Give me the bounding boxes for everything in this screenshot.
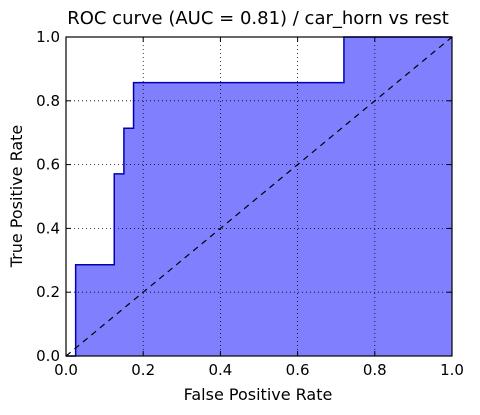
y-tick-label: 0.4 <box>36 219 60 237</box>
y-tick-label: 0.8 <box>36 92 60 110</box>
x-tick-label: 0.6 <box>286 361 310 379</box>
plot-area <box>65 36 453 357</box>
chart-title: ROC curve (AUC = 0.81) / car_horn vs res… <box>67 8 449 29</box>
x-tick-label: 0.8 <box>363 361 387 379</box>
y-tick-label: 0.2 <box>36 283 60 301</box>
y-tick-label: 1.0 <box>36 28 60 46</box>
x-axis-title: False Positive Rate <box>184 385 333 404</box>
roc-curve-line <box>66 36 452 357</box>
x-tick-label: 0.0 <box>54 361 78 379</box>
y-axis-title: True Positive Rate <box>7 125 26 269</box>
axis-ticks: 0.0 0.2 0.4 0.6 0.8 1.0 0.0 0.2 0.4 0.6 0.8 1.0 <box>36 28 464 379</box>
x-tick-label: 0.4 <box>208 361 232 379</box>
y-tick-label: 0.6 <box>36 156 60 174</box>
plot-frame <box>65 36 453 357</box>
x-tick-label: 0.2 <box>131 361 155 379</box>
x-tick-label: 1.0 <box>440 361 464 379</box>
y-tick-label: 0.0 <box>36 347 60 365</box>
